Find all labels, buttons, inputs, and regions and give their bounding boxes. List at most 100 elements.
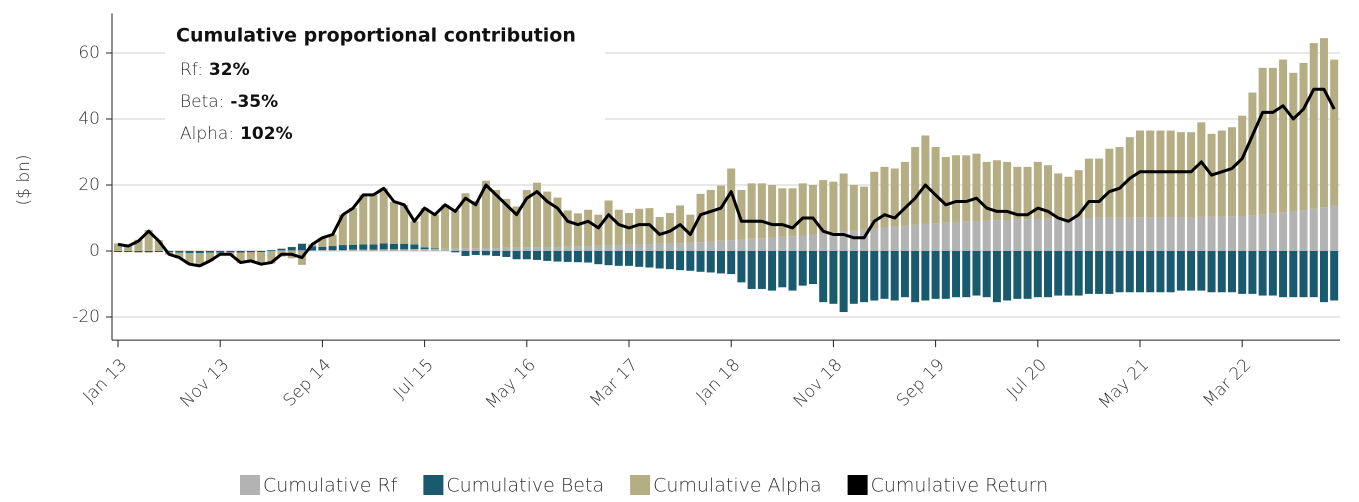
bar xyxy=(604,245,613,251)
annotation-label: Rf: xyxy=(180,60,203,80)
bar xyxy=(962,251,971,298)
bar xyxy=(1309,208,1318,251)
bar xyxy=(635,244,644,251)
bar xyxy=(1299,62,1308,211)
bar xyxy=(114,243,122,251)
bar xyxy=(165,251,174,253)
bar xyxy=(1146,217,1155,251)
bar xyxy=(972,251,981,296)
bar xyxy=(1115,147,1124,218)
bar xyxy=(655,251,664,269)
bar xyxy=(1033,161,1042,219)
bar xyxy=(328,250,337,251)
bar xyxy=(328,246,337,251)
bar xyxy=(359,249,368,251)
bar xyxy=(257,251,266,252)
x-tick-label: Sep 14 xyxy=(280,355,336,411)
bar xyxy=(614,209,623,246)
bar xyxy=(1217,130,1226,217)
bar xyxy=(144,229,153,251)
bar xyxy=(420,247,429,250)
bar xyxy=(420,249,429,251)
bar xyxy=(1023,166,1032,220)
bar xyxy=(267,251,276,264)
bar xyxy=(502,251,511,257)
bar xyxy=(870,171,879,229)
bar xyxy=(645,251,654,268)
bar xyxy=(1084,218,1093,251)
bar xyxy=(543,251,552,261)
bar xyxy=(236,252,245,263)
bar xyxy=(604,200,613,246)
y-axis-label: ($ bn) xyxy=(14,154,34,205)
bar xyxy=(1176,132,1185,218)
bar xyxy=(706,251,715,273)
bar xyxy=(635,251,644,267)
bar xyxy=(1064,176,1073,218)
bar xyxy=(1156,217,1165,251)
bar xyxy=(389,201,398,244)
bar xyxy=(645,244,654,251)
bar xyxy=(563,251,572,262)
bar xyxy=(992,160,1001,221)
bar xyxy=(512,251,521,260)
bar xyxy=(1033,218,1042,251)
bar xyxy=(553,247,562,251)
bar xyxy=(185,252,194,265)
bar xyxy=(890,168,899,227)
bar xyxy=(716,240,725,251)
bar xyxy=(1166,217,1175,251)
x-tick-label: Jul 20 xyxy=(1003,355,1051,403)
bar xyxy=(573,246,582,251)
bar xyxy=(400,249,409,251)
bar xyxy=(1268,67,1277,214)
annotation-label: Alpha: xyxy=(180,124,234,144)
bar xyxy=(492,248,501,251)
bar xyxy=(573,213,582,247)
bar xyxy=(1074,251,1083,296)
bar xyxy=(318,246,327,251)
bar xyxy=(195,251,204,253)
bar xyxy=(778,236,787,251)
x-tick-label: May 21 xyxy=(1095,355,1153,413)
bar xyxy=(584,209,593,247)
bar xyxy=(277,248,286,251)
bar xyxy=(175,251,184,253)
bar xyxy=(226,251,235,253)
bar xyxy=(1044,165,1053,219)
bar xyxy=(911,251,920,303)
bar xyxy=(992,220,1001,251)
bar xyxy=(686,251,695,271)
bar xyxy=(1023,219,1032,251)
bar xyxy=(911,224,920,251)
x-tick-label: Mar 22 xyxy=(1199,355,1255,411)
bar xyxy=(461,251,470,256)
annotation-box xyxy=(165,18,605,150)
bar xyxy=(1258,67,1267,215)
bar xyxy=(594,251,603,265)
bar xyxy=(900,251,909,298)
bar xyxy=(778,251,787,288)
bar xyxy=(829,251,838,304)
legend-swatch xyxy=(630,475,651,495)
bar xyxy=(1013,251,1022,299)
bar xyxy=(1176,251,1185,291)
bar xyxy=(972,220,981,251)
bar xyxy=(1054,218,1063,251)
bar xyxy=(829,232,838,251)
bar xyxy=(1095,158,1104,218)
bar xyxy=(451,248,460,251)
bar xyxy=(1003,251,1012,301)
annotation-value: -35% xyxy=(230,92,278,112)
bar xyxy=(114,251,122,252)
line xyxy=(117,87,1336,268)
bar xyxy=(246,252,255,262)
bar xyxy=(757,251,766,289)
bar xyxy=(1238,251,1247,294)
bar xyxy=(441,204,450,249)
bar xyxy=(553,197,562,248)
bar xyxy=(655,217,664,244)
bar xyxy=(1156,130,1165,218)
bar xyxy=(573,251,582,263)
bar xyxy=(1258,251,1267,296)
